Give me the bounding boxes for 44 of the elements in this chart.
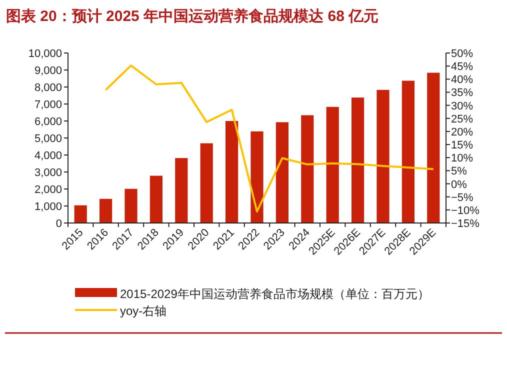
chart-title: 图表 20：预计 2025 年中国运动营养食品规模达 68 亿元 [6, 7, 379, 25]
bar [352, 98, 364, 223]
line-series [104, 64, 434, 212]
y-tick-label: 7,000 [34, 99, 62, 111]
y2-tick-label: −15% [451, 218, 480, 230]
bar [74, 205, 87, 223]
y2-tick-label: 50% [451, 48, 474, 60]
bar [376, 90, 390, 223]
bar [150, 176, 162, 223]
bar [175, 158, 188, 223]
y2-tick-label: 40% [451, 74, 474, 86]
y2-tick-label: −10% [451, 204, 480, 217]
y2-tick-label: 15% [451, 140, 474, 152]
y2-tick-label: 25% [451, 113, 474, 126]
y2-tick-label: −5% [451, 192, 474, 204]
bar [402, 80, 414, 223]
y-tick-label: 0 [56, 218, 62, 230]
y2-tick-label: 35% [451, 87, 474, 100]
bar [326, 106, 339, 223]
bar [226, 121, 238, 223]
y-tick-label: 6,000 [34, 116, 62, 128]
y-tick-label: 5,000 [34, 133, 62, 145]
y-tick-label: 9,000 [34, 65, 62, 77]
y-tick-label: 3,000 [34, 167, 62, 179]
bar [301, 115, 314, 223]
y-tick-label: 10,000 [28, 48, 62, 60]
y2-tick-label: 10% [451, 152, 474, 165]
bar [100, 198, 112, 223]
legend-label: yoy-右轴 [120, 304, 167, 318]
bar [124, 188, 138, 223]
bar [250, 131, 264, 223]
y2-tick-label: 30% [451, 100, 474, 112]
y2-tick-label: 5% [451, 166, 468, 178]
y2-tick-label: 0% [451, 178, 468, 191]
y-tick-label: 8,000 [34, 82, 62, 94]
y2-tick-label: 45% [451, 61, 474, 74]
bar [427, 72, 440, 223]
y2-tick-label: 20% [451, 126, 474, 138]
y-tick-label: 1,000 [34, 201, 62, 213]
y-tick-label: 4,000 [34, 150, 62, 162]
y-tick-label: 2,000 [34, 184, 62, 196]
legend-label: 2015-2029年中国运动营养食品市场规模（单位：百万元） [120, 287, 430, 301]
bar [200, 143, 213, 223]
bar [276, 122, 288, 223]
